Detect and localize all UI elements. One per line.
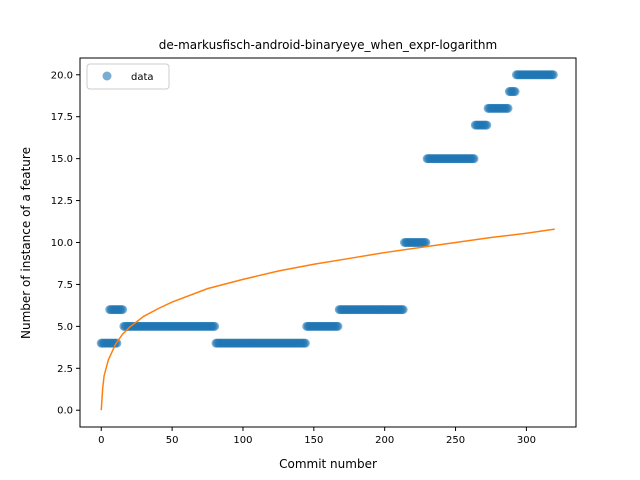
fit-line	[100, 228, 555, 411]
data-point	[398, 305, 408, 315]
chart-title: de-markusfisch-android-binaryeye_when_ex…	[159, 38, 497, 52]
legend-marker-data	[102, 71, 112, 81]
legend: data	[86, 63, 170, 90]
y-tick-label: 12.5	[51, 196, 73, 207]
data-point	[118, 305, 128, 315]
x-tick-label: 50	[166, 435, 179, 446]
y-tick-label: 0.0	[57, 406, 73, 417]
y-tick-label: 7.5	[57, 280, 73, 291]
data-point	[482, 120, 492, 130]
x-tick-label: 300	[517, 435, 536, 446]
fit-line-path	[100, 228, 555, 411]
y-tick-label: 15.0	[51, 154, 73, 165]
x-tick-label: 100	[233, 435, 252, 446]
y-axis-label: Number of instance of a feature	[19, 147, 33, 339]
legend-box	[86, 63, 170, 90]
x-tick-label: 250	[446, 435, 465, 446]
legend-label-data: data	[131, 72, 154, 83]
y-tick-label: 10.0	[51, 238, 73, 249]
data-point	[333, 321, 343, 331]
data-point	[548, 70, 558, 80]
x-axis-label: Commit number	[279, 457, 377, 471]
x-tick-label: 150	[304, 435, 323, 446]
data-point	[210, 321, 220, 331]
y-tick-label: 5.0	[57, 322, 73, 333]
data-point	[469, 154, 479, 164]
data-point	[300, 338, 310, 348]
y-tick-label: 2.5	[57, 364, 73, 375]
x-tick-label: 0	[98, 435, 104, 446]
data-point	[503, 103, 513, 113]
x-tick-label: 200	[375, 435, 394, 446]
x-axis-ticks: 0 50 100 150 200 250 300	[98, 427, 536, 446]
y-axis-ticks: 0.0 2.5 5.0 7.5 10.0 12.5 15.0 17.5 20.0	[51, 70, 80, 417]
y-tick-label: 17.5	[51, 112, 73, 123]
y-tick-label: 20.0	[51, 70, 73, 81]
data-point	[421, 238, 431, 247]
plot-area	[79, 57, 577, 428]
data-point	[510, 87, 520, 97]
data-points	[96, 70, 558, 348]
